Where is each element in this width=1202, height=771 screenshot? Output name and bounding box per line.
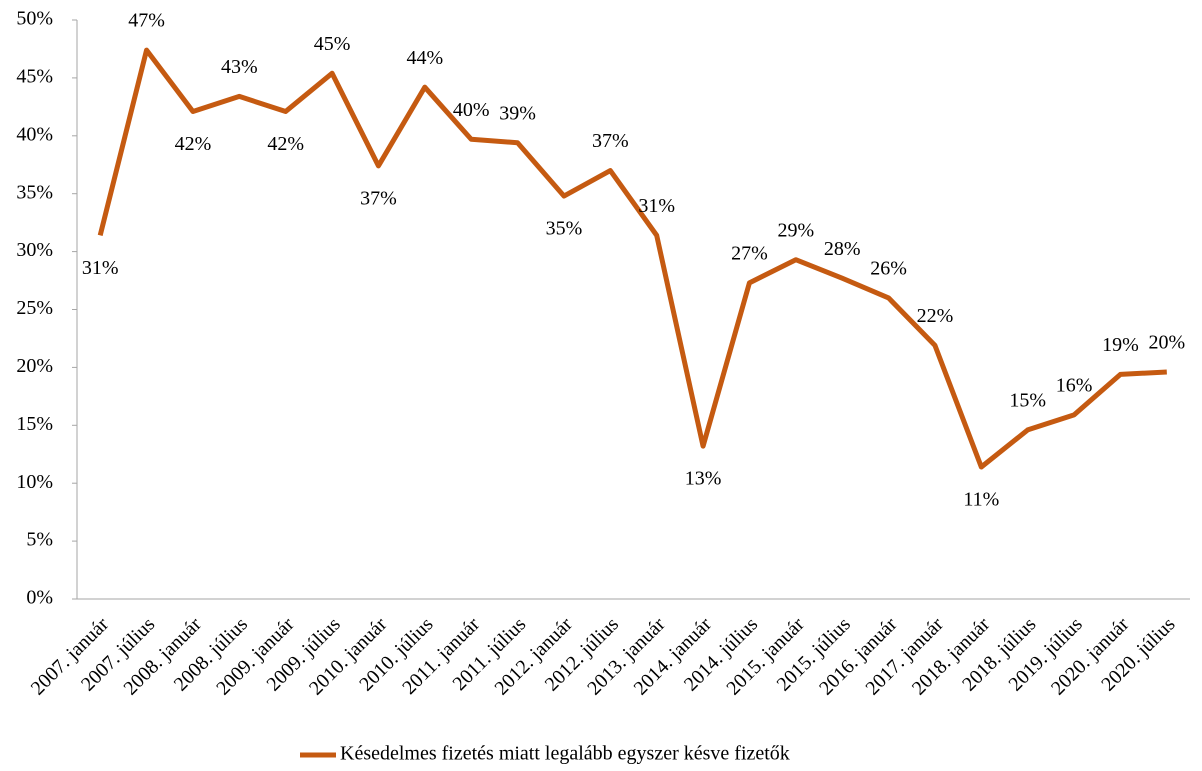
y-tick-label: 5%	[26, 529, 53, 551]
data-label: 37%	[360, 188, 397, 210]
data-label: 27%	[731, 242, 768, 264]
y-tick-label: 15%	[16, 413, 53, 435]
data-label: 29%	[777, 219, 814, 241]
data-label: 35%	[546, 218, 583, 240]
data-label: 20%	[1148, 332, 1185, 354]
data-label: 47%	[128, 10, 165, 32]
data-label: 19%	[1102, 334, 1139, 356]
data-label: 22%	[917, 305, 954, 327]
data-label: 43%	[221, 56, 258, 78]
y-tick-label: 40%	[16, 123, 53, 145]
data-label: 15%	[1009, 390, 1046, 412]
data-label: 13%	[685, 468, 722, 490]
y-tick-label: 25%	[16, 297, 53, 319]
y-tick-label: 50%	[16, 8, 53, 30]
data-label: 45%	[314, 33, 351, 55]
data-line	[97, 47, 1167, 470]
data-label: 11%	[963, 489, 999, 511]
data-label: 37%	[592, 130, 629, 152]
data-label: 42%	[267, 133, 304, 155]
data-label: 31%	[638, 195, 675, 217]
y-tick-label: 30%	[16, 239, 53, 261]
data-label: 26%	[870, 258, 907, 280]
data-label: 31%	[82, 257, 119, 279]
data-label: 16%	[1056, 374, 1093, 396]
data-label: 39%	[499, 102, 536, 124]
y-tick-label: 45%	[16, 65, 53, 87]
y-tick-label: 10%	[16, 471, 53, 493]
data-label: 40%	[453, 99, 490, 121]
data-label: 44%	[406, 47, 443, 69]
data-label: 28%	[824, 238, 861, 260]
legend-label: Késedelmes fizetés miatt legalább egysze…	[340, 743, 790, 765]
y-tick-label: 20%	[16, 355, 53, 377]
y-tick-label: 35%	[16, 181, 53, 203]
data-label: 42%	[175, 133, 212, 155]
y-tick-label: 0%	[26, 587, 53, 609]
